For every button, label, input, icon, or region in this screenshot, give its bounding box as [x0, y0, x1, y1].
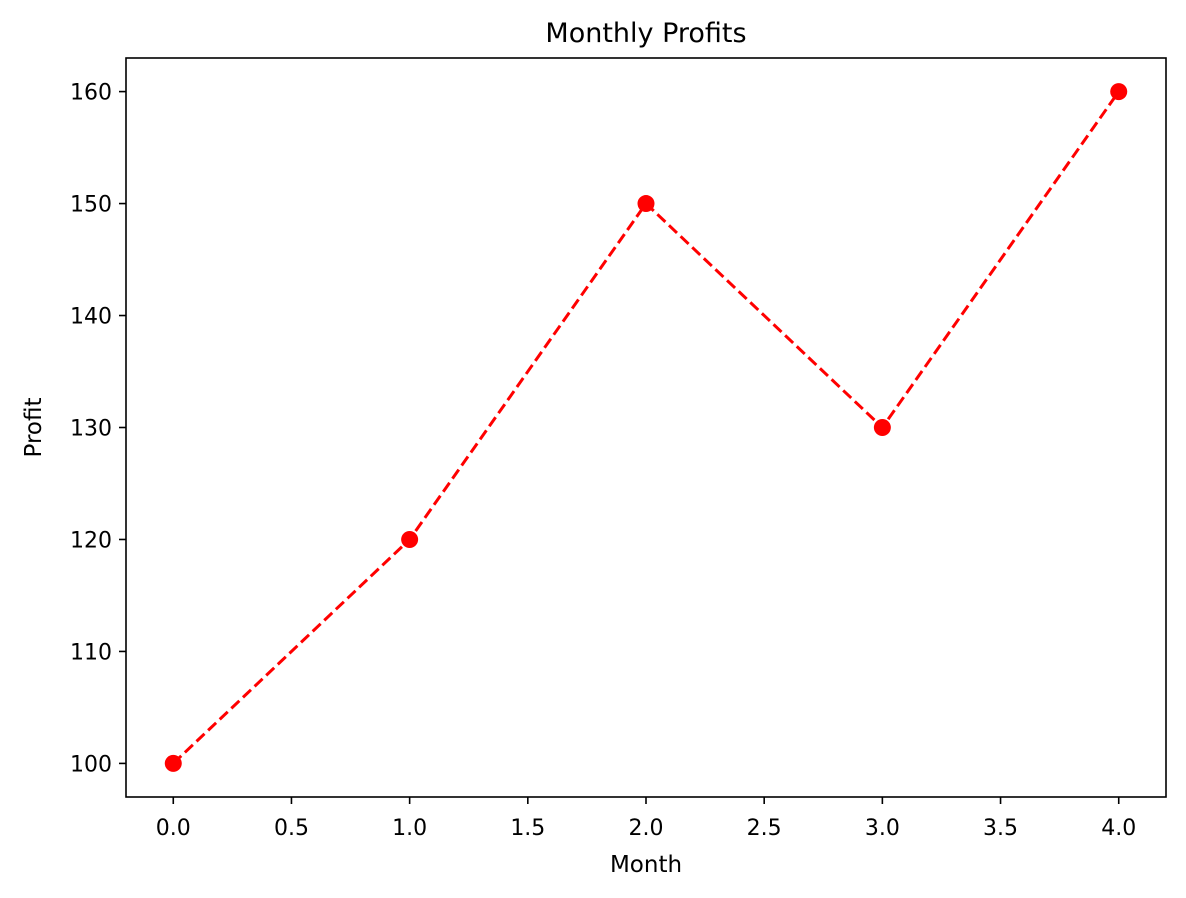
axes-frame [125, 57, 1167, 798]
series-layer [164, 83, 1128, 772]
data-point [637, 195, 655, 213]
y-tick-label: 160 [70, 81, 112, 106]
y-tick-label: 150 [70, 193, 112, 218]
y-axis-ticks: 100 110 120 130 140 150 160 [70, 81, 126, 777]
x-axis-label: Month [610, 852, 682, 878]
x-tick-label: 3.0 [865, 816, 900, 841]
x-tick-label: 3.5 [983, 816, 1018, 841]
x-tick-label: 2.0 [629, 816, 664, 841]
x-tick-label: 1.0 [392, 816, 427, 841]
y-tick-label: 100 [70, 752, 112, 777]
data-point [164, 754, 182, 772]
y-axis-label: Profit [21, 398, 47, 458]
x-tick-label: 2.5 [747, 816, 782, 841]
data-point [401, 530, 419, 548]
x-tick-label: 0.0 [156, 816, 191, 841]
x-axis-ticks: 0.0 0.5 1.0 1.5 2.0 2.5 3.0 3.5 4.0 [156, 797, 1136, 841]
data-point [873, 419, 891, 436]
data-point [1110, 83, 1128, 101]
chart-title: Monthly Profits [545, 18, 746, 49]
x-tick-label: 0.5 [274, 816, 309, 841]
y-tick-label: 120 [70, 528, 112, 553]
y-tick-label: 110 [70, 640, 112, 665]
y-tick-label: 130 [70, 417, 112, 442]
y-tick-label: 140 [70, 305, 112, 330]
x-tick-label: 4.0 [1101, 816, 1136, 841]
x-tick-label: 1.5 [510, 816, 545, 841]
